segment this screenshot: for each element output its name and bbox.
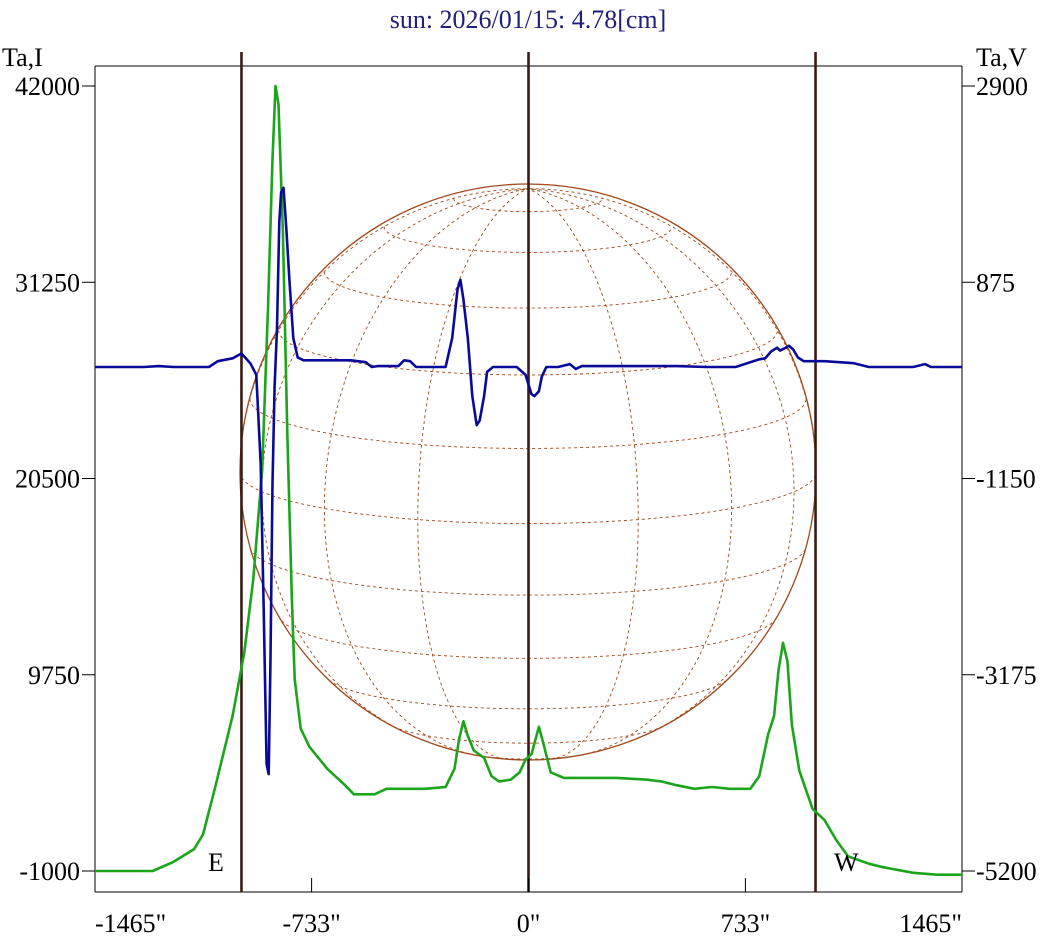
parallel-line bbox=[393, 726, 663, 744]
x-tick-label: 0" bbox=[517, 909, 541, 938]
curves bbox=[95, 84, 962, 876]
x-axis: -1465" -733" 0" 733" 1465" bbox=[94, 878, 963, 938]
x-tick-label: 733" bbox=[721, 909, 771, 938]
right-axis: 2900 875 -1150 -3175 -5200 bbox=[962, 72, 1037, 886]
left-axis: 42000 31250 20500 9750 -1000 bbox=[15, 72, 95, 886]
meridian-line bbox=[417, 188, 529, 760]
left-tick-label: -1000 bbox=[19, 857, 80, 886]
x-tick-label: -1465" bbox=[95, 909, 166, 938]
left-tick-label: 9750 bbox=[28, 661, 80, 690]
limb-lines bbox=[240, 52, 817, 892]
west-label: W bbox=[834, 848, 859, 877]
left-tick-label: 42000 bbox=[15, 72, 80, 101]
right-tick-label: -1150 bbox=[976, 465, 1036, 494]
meridian-line bbox=[323, 188, 529, 756]
x-tick-label: 1465" bbox=[899, 909, 962, 938]
meridian-line bbox=[527, 188, 639, 760]
left-axis-label: Ta,I bbox=[2, 43, 43, 72]
meridian-line bbox=[527, 188, 817, 473]
right-tick-label: 875 bbox=[976, 268, 1015, 297]
left-tick-label: 20500 bbox=[15, 465, 80, 494]
parallel-line bbox=[475, 754, 581, 760]
series-V-line bbox=[95, 186, 962, 776]
right-axis-label: Ta,V bbox=[976, 43, 1027, 72]
chart-title: sun: 2026/01/15: 4.78[cm] bbox=[390, 5, 667, 34]
right-tick-label: 2900 bbox=[976, 72, 1028, 101]
series-I-line bbox=[95, 84, 962, 876]
meridian-line bbox=[527, 188, 795, 734]
parallel-line bbox=[453, 198, 603, 213]
x-tick-label: -733" bbox=[282, 909, 340, 938]
right-tick-label: -5200 bbox=[976, 857, 1037, 886]
east-label: E bbox=[208, 848, 224, 877]
left-tick-label: 31250 bbox=[15, 268, 80, 297]
meridian-line bbox=[527, 188, 733, 756]
right-tick-label: -3175 bbox=[976, 661, 1037, 690]
meridian-line bbox=[261, 188, 529, 734]
